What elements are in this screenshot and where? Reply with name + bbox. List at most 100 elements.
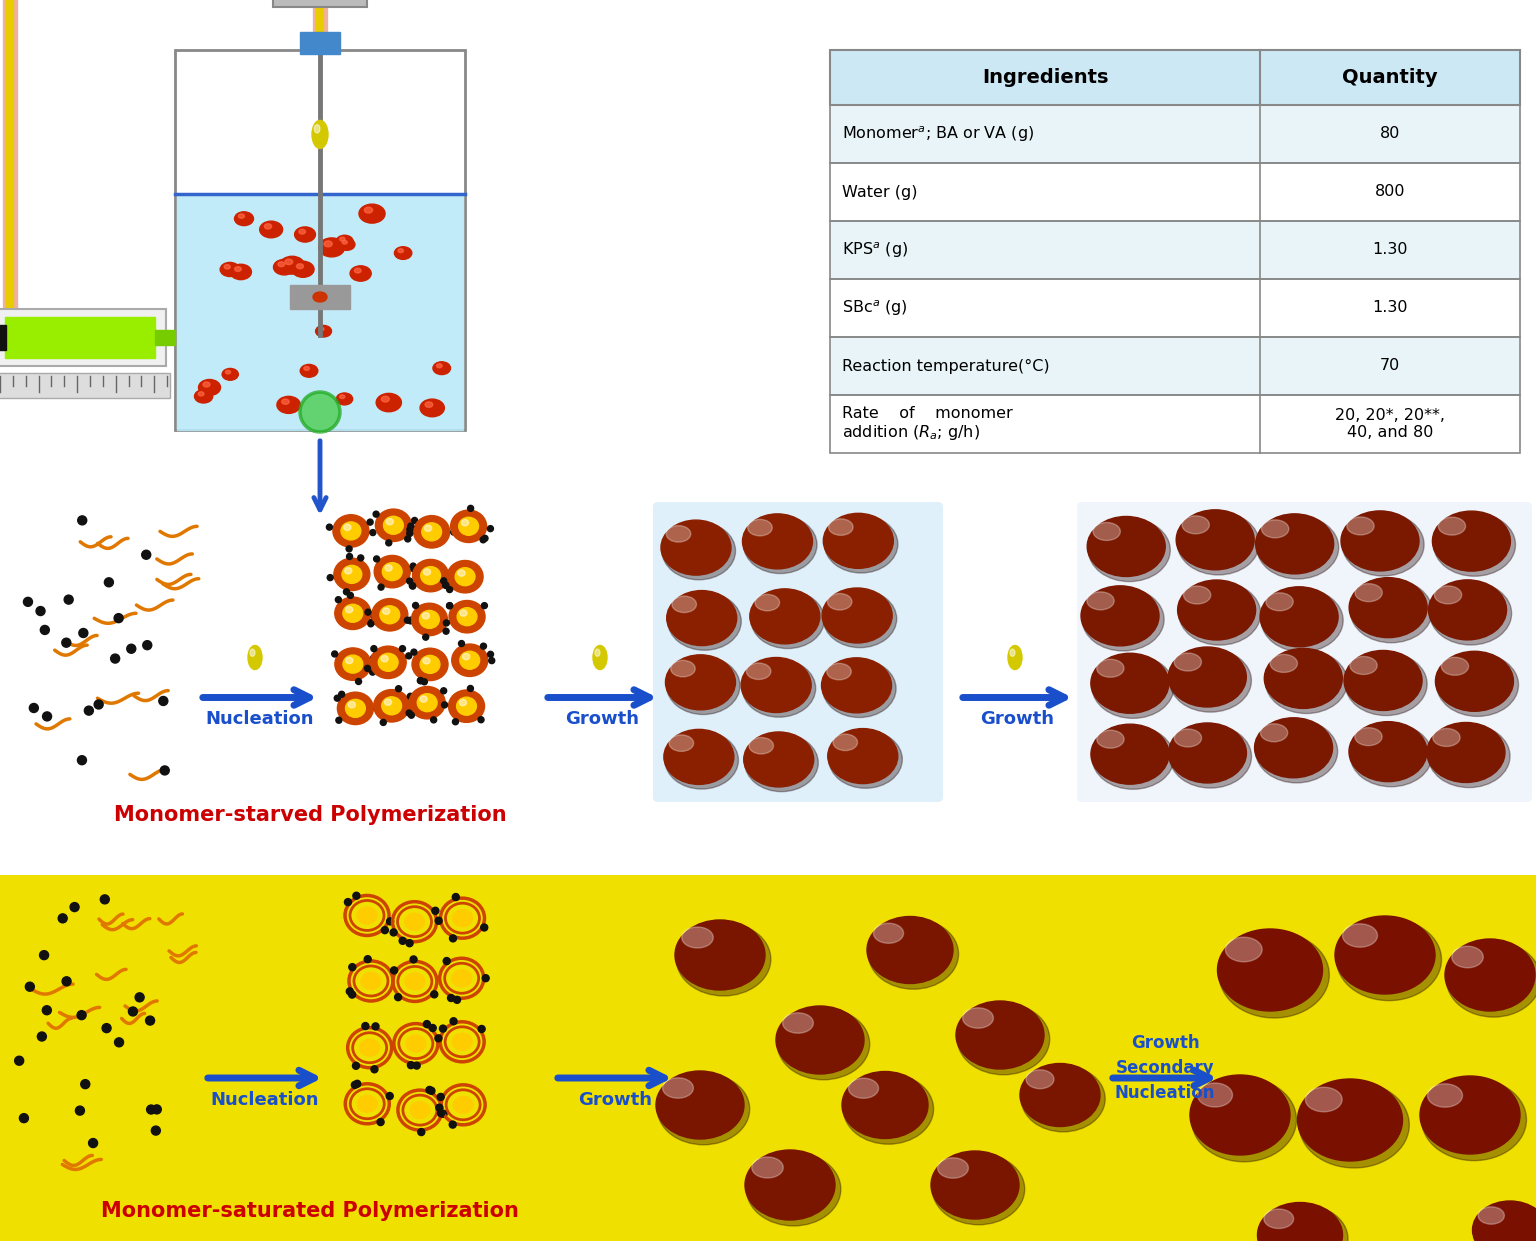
Ellipse shape xyxy=(750,589,820,644)
Circle shape xyxy=(372,613,378,619)
Circle shape xyxy=(409,582,415,588)
Circle shape xyxy=(407,618,413,624)
Ellipse shape xyxy=(409,686,445,719)
Ellipse shape xyxy=(826,664,851,680)
Circle shape xyxy=(349,992,356,998)
Ellipse shape xyxy=(458,608,478,625)
Text: Monomer$^{a}$; BA or VA (g): Monomer$^{a}$; BA or VA (g) xyxy=(842,124,1034,144)
Ellipse shape xyxy=(1335,916,1435,994)
Ellipse shape xyxy=(456,697,476,715)
Bar xyxy=(290,285,350,309)
Circle shape xyxy=(406,939,413,947)
Circle shape xyxy=(100,895,109,903)
Ellipse shape xyxy=(667,591,737,645)
Circle shape xyxy=(353,1080,361,1087)
Ellipse shape xyxy=(783,1013,814,1034)
Circle shape xyxy=(143,640,152,650)
Bar xyxy=(829,338,1521,395)
Ellipse shape xyxy=(422,658,430,664)
Ellipse shape xyxy=(1091,653,1169,714)
Ellipse shape xyxy=(452,969,472,987)
Circle shape xyxy=(449,1121,456,1128)
Ellipse shape xyxy=(1097,659,1124,678)
Ellipse shape xyxy=(1428,580,1507,640)
Circle shape xyxy=(410,956,418,963)
Ellipse shape xyxy=(425,402,433,407)
Ellipse shape xyxy=(386,565,392,571)
Circle shape xyxy=(35,607,45,616)
Ellipse shape xyxy=(372,598,407,630)
Ellipse shape xyxy=(842,1071,928,1138)
Circle shape xyxy=(43,1005,51,1015)
Ellipse shape xyxy=(1342,923,1378,947)
Ellipse shape xyxy=(823,589,897,648)
Circle shape xyxy=(407,526,413,532)
Ellipse shape xyxy=(421,567,441,585)
Circle shape xyxy=(418,678,424,684)
Ellipse shape xyxy=(1478,1206,1504,1224)
Ellipse shape xyxy=(1083,588,1164,652)
Bar xyxy=(0,374,170,398)
Bar xyxy=(177,195,462,429)
Ellipse shape xyxy=(664,730,734,784)
Ellipse shape xyxy=(1436,653,1519,716)
Circle shape xyxy=(444,958,450,964)
Ellipse shape xyxy=(657,1073,750,1144)
Circle shape xyxy=(441,702,447,707)
Circle shape xyxy=(447,603,453,608)
Ellipse shape xyxy=(455,567,475,586)
Ellipse shape xyxy=(220,262,240,277)
Circle shape xyxy=(409,522,413,529)
Ellipse shape xyxy=(313,292,327,302)
Ellipse shape xyxy=(1020,1064,1100,1127)
Ellipse shape xyxy=(235,212,253,226)
Text: Quantity: Quantity xyxy=(1342,68,1438,87)
Circle shape xyxy=(442,582,449,588)
Bar xyxy=(829,338,1521,395)
Circle shape xyxy=(349,964,356,970)
Circle shape xyxy=(430,990,438,998)
Ellipse shape xyxy=(436,364,442,367)
Circle shape xyxy=(40,625,49,634)
Text: Water (g): Water (g) xyxy=(842,185,917,200)
Ellipse shape xyxy=(370,647,406,679)
Ellipse shape xyxy=(822,588,892,643)
Ellipse shape xyxy=(1255,717,1333,778)
Ellipse shape xyxy=(1346,653,1427,716)
Circle shape xyxy=(396,686,401,691)
Ellipse shape xyxy=(1355,583,1382,602)
Circle shape xyxy=(487,652,493,658)
Ellipse shape xyxy=(250,649,255,656)
Ellipse shape xyxy=(384,516,404,535)
Ellipse shape xyxy=(671,596,696,613)
Ellipse shape xyxy=(1427,722,1505,783)
Ellipse shape xyxy=(359,1039,379,1056)
Ellipse shape xyxy=(359,205,386,223)
Text: Monomer-saturated Polymerization: Monomer-saturated Polymerization xyxy=(101,1201,519,1221)
Text: Growth: Growth xyxy=(1130,1034,1200,1052)
Circle shape xyxy=(406,653,412,659)
Circle shape xyxy=(373,556,379,562)
Ellipse shape xyxy=(462,654,470,660)
Circle shape xyxy=(370,530,376,536)
Ellipse shape xyxy=(1169,725,1252,788)
Text: 800: 800 xyxy=(1375,185,1405,200)
Ellipse shape xyxy=(667,526,691,542)
Ellipse shape xyxy=(422,522,441,541)
Circle shape xyxy=(372,1023,379,1030)
Circle shape xyxy=(77,756,86,764)
Circle shape xyxy=(375,706,381,712)
Ellipse shape xyxy=(1260,1205,1349,1241)
Ellipse shape xyxy=(230,264,252,279)
Ellipse shape xyxy=(375,556,410,588)
Circle shape xyxy=(29,704,38,712)
Circle shape xyxy=(441,578,447,583)
Ellipse shape xyxy=(1350,724,1432,787)
Ellipse shape xyxy=(356,907,376,925)
Ellipse shape xyxy=(833,735,857,751)
Circle shape xyxy=(447,603,453,609)
Circle shape xyxy=(370,655,376,661)
Ellipse shape xyxy=(315,325,332,338)
Ellipse shape xyxy=(1344,650,1422,710)
Circle shape xyxy=(418,1128,425,1136)
